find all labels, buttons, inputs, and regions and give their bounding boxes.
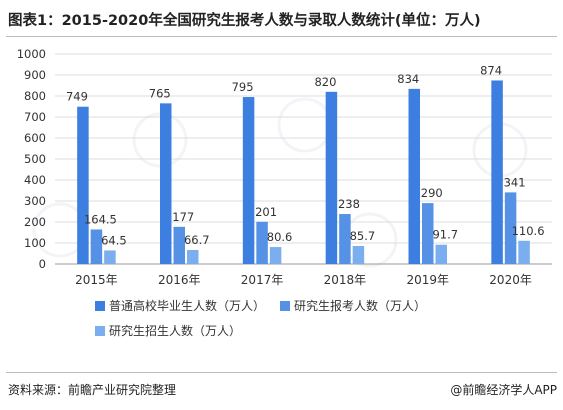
grid-lines [55, 53, 552, 265]
y-tick-label: 800 [24, 89, 46, 103]
data-label: 238 [338, 197, 360, 211]
x-tick-label: 2017年 [241, 273, 284, 287]
bar [90, 229, 103, 264]
bar [173, 226, 185, 264]
bar [77, 106, 89, 265]
data-label: 749 [66, 90, 88, 104]
bar [435, 244, 447, 264]
brand-credit: @前瞻经济学人APP [450, 383, 557, 397]
bar [256, 221, 268, 264]
data-label: 91.7 [432, 228, 458, 242]
data-label: 341 [504, 175, 526, 189]
footer-divider [6, 372, 557, 373]
title-divider [6, 36, 557, 37]
legend-swatch [95, 326, 105, 336]
chart-title: 图表1：2015-2020年全国研究生报考人数与录取人数统计(单位：万人) [8, 13, 481, 29]
legend-label: 普通高校毕业生人数（万人） [109, 299, 266, 313]
data-label: 80.6 [267, 230, 293, 244]
y-tick-label: 200 [24, 215, 46, 229]
legend-swatch [280, 301, 290, 311]
y-tick-label: 100 [24, 236, 46, 250]
legend-label: 研究生招生人数（万人） [109, 324, 242, 338]
y-tick-label: 300 [24, 194, 46, 208]
y-tick-label: 600 [24, 131, 46, 145]
x-axis-ticks: 2015年 2016年 2017年 2018年 2019年 2020年 [75, 273, 532, 287]
data-label: 164.5 [84, 212, 117, 226]
bar [491, 80, 503, 265]
y-tick-label: 500 [24, 152, 46, 166]
data-label: 290 [421, 186, 443, 200]
data-label: 110.6 [512, 224, 545, 238]
data-label: 66.7 [184, 233, 210, 247]
y-tick-label: 900 [24, 68, 46, 82]
x-tick-label: 2015年 [75, 273, 118, 287]
y-tick-label: 400 [24, 173, 46, 187]
bar [325, 91, 338, 264]
data-label: 85.7 [350, 229, 376, 243]
bar [160, 103, 172, 264]
bar [504, 192, 517, 264]
bar [422, 203, 434, 264]
data-label: 795 [232, 80, 254, 94]
data-label: 177 [172, 210, 194, 224]
y-tick-label: 700 [24, 110, 46, 124]
x-tick-label: 2016年 [158, 273, 201, 287]
data-label: 834 [397, 72, 419, 86]
data-label: 765 [149, 86, 171, 100]
x-tick-label: 2018年 [324, 273, 367, 287]
data-labels: 749 164.5 64.5 765 177 66.7 795 201 80.6 820 238 85… [66, 63, 545, 247]
source-note: 资料来源：前瞻产业研究院整理 [8, 383, 177, 397]
x-tick-label: 2020年 [489, 273, 532, 287]
legend: 普通高校毕业生人数（万人） 研究生报考人数（万人） 研究生招生人数（万人） [95, 298, 535, 344]
bar [339, 214, 351, 264]
y-tick-label: 1000 [17, 47, 46, 61]
bar [408, 88, 420, 264]
bar [518, 240, 530, 264]
bars [77, 80, 530, 265]
data-label: 201 [255, 205, 277, 219]
bar [242, 97, 255, 264]
data-label: 820 [314, 75, 336, 89]
legend-swatch [95, 301, 105, 311]
bar [269, 247, 282, 264]
legend-label: 研究生报考人数（万人） [294, 299, 427, 313]
bar [187, 249, 199, 264]
bar [104, 250, 116, 264]
bar [352, 246, 365, 264]
data-label: 64.5 [101, 233, 127, 247]
y-tick-label: 0 [39, 257, 46, 271]
y-axis-ticks: 0 100 200 300 400 500 600 700 800 900 1000 [17, 47, 46, 271]
x-tick-label: 2019年 [406, 273, 449, 287]
data-label: 874 [480, 63, 502, 77]
